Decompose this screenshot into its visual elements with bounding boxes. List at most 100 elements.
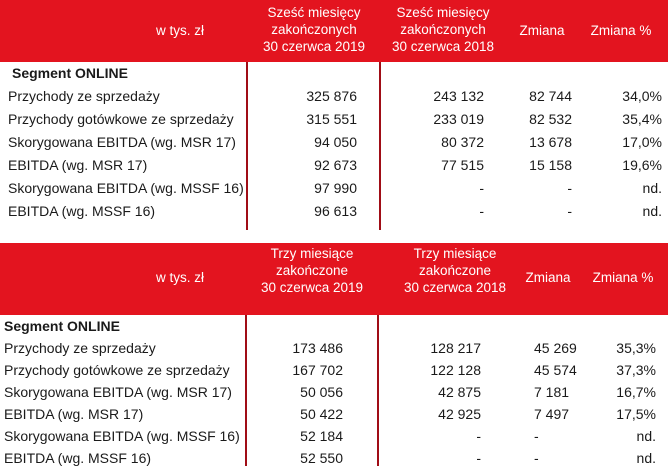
header-line: Trzy miesiące <box>413 246 497 261</box>
row-label: Przychody ze sprzedaży <box>4 340 156 356</box>
value-2018: 243 132 <box>433 88 484 104</box>
table-row: EBITDA (wg. MSSF 16) 96 613 - - nd. <box>0 200 668 223</box>
row-label: Przychody gotówkowe ze sprzedaży <box>8 111 234 127</box>
value-2018: - <box>479 180 484 196</box>
col-2018-header: Trzy miesiące zakończone 30 czerwca 2018 <box>390 245 520 296</box>
segment-row: Segment ONLINE <box>0 62 668 85</box>
value-change-pct: nd. <box>642 203 662 219</box>
value-2019: 92 673 <box>314 157 357 173</box>
value-2018: 77 515 <box>441 157 484 173</box>
table-row: Skorygowana EBITDA (wg. MSR 17) 50 056 42 … <box>0 381 668 403</box>
row-label: Skorygowana EBITDA (wg. MSR 17) <box>8 134 236 150</box>
value-change: - <box>567 180 572 196</box>
value-change-pct: nd. <box>636 428 656 444</box>
segment-row: Segment ONLINE <box>0 315 668 337</box>
value-2019: 52 184 <box>300 428 343 444</box>
header-line: zakończonych <box>271 22 357 37</box>
table-row: Skorygowana EBITDA (wg. MSSF 16) 52 184 - -… <box>0 425 668 447</box>
row-label: EBITDA (wg. MSR 17) <box>4 406 144 422</box>
change-pct-header: Zmiana % <box>590 23 652 38</box>
value-change: - <box>534 428 539 444</box>
value-change: 15 158 <box>529 157 572 173</box>
value-2018: 80 372 <box>441 134 484 150</box>
row-label: EBITDA (wg. MSR 17) <box>8 157 148 173</box>
value-change-pct: 35,4% <box>622 111 662 127</box>
header-line: zakończonych <box>400 22 486 37</box>
header-line: 30 czerwca 2019 <box>260 280 364 295</box>
table-row: EBITDA (wg. MSR 17) 92 673 77 515 15 158 19,… <box>0 154 668 177</box>
value-change: 82 744 <box>529 88 572 104</box>
value-change-pct: 35,3% <box>616 340 656 356</box>
value-change: - <box>567 203 572 219</box>
value-change: 45 269 <box>534 340 577 356</box>
row-label: Przychody ze sprzedaży <box>8 88 160 104</box>
six-month-table: w tys. zł Sześć miesięcy zakończonych 30… <box>0 0 668 230</box>
row-label: Skorygowana EBITDA (wg. MSR 17) <box>4 384 232 400</box>
value-2018: 42 925 <box>438 406 481 422</box>
change-header: Zmiana <box>525 270 571 285</box>
value-change: 13 678 <box>529 134 572 150</box>
col-2019-header: Trzy miesiące zakończone 30 czerwca 2019 <box>246 245 378 296</box>
change-header: Zmiana <box>519 23 565 38</box>
value-2019: 167 702 <box>292 362 343 378</box>
value-change-pct: 37,3% <box>616 362 656 378</box>
value-2018: - <box>479 203 484 219</box>
value-2019: 94 050 <box>314 134 357 150</box>
table-row: Przychody gotówkowe ze sprzedaży 315 551 2… <box>0 108 668 131</box>
value-2019: 96 613 <box>314 203 357 219</box>
value-2019: 50 422 <box>300 406 343 422</box>
table-row: Skorygowana EBITDA (wg. MSSF 16) 97 990 - -… <box>0 177 668 200</box>
value-change-pct: nd. <box>642 180 662 196</box>
table-row: Przychody ze sprzedaży 173 486 128 217 45 2… <box>0 337 668 359</box>
value-2018: 233 019 <box>433 111 484 127</box>
value-change-pct: 19,6% <box>622 157 662 173</box>
table-row: Skorygowana EBITDA (wg. MSR 17) 94 050 80 … <box>0 131 668 154</box>
value-2018: 128 217 <box>430 340 481 356</box>
header-line: 30 czerwca 2018 <box>391 39 495 54</box>
header-line: Sześć miesięcy <box>396 5 490 20</box>
value-change-pct: nd. <box>636 450 656 466</box>
header-line: zakończone <box>275 263 349 278</box>
three-month-table: w tys. zł Trzy miesiące zakończone 30 cz… <box>0 243 668 466</box>
table-header: w tys. zł Sześć miesięcy zakończonych 30… <box>0 0 668 62</box>
change-pct-header: Zmiana % <box>592 270 654 285</box>
table-row: EBITDA (wg. MSSF 16) 52 550 - - nd. <box>0 447 668 469</box>
value-change-pct: 16,7% <box>616 384 656 400</box>
table-body: Segment ONLINE Przychody ze sprzedaży 173… <box>0 315 668 466</box>
table-row: Przychody gotówkowe ze sprzedaży 167 702 1… <box>0 359 668 381</box>
value-change: 82 532 <box>529 111 572 127</box>
value-change: 7 181 <box>534 384 570 400</box>
header-line: 30 czerwca 2018 <box>403 280 507 295</box>
value-2018: - <box>476 450 481 466</box>
column-divider <box>377 315 379 466</box>
unit-header: w tys. zł <box>155 23 204 38</box>
col-2018-header: Sześć miesięcy zakończonych 30 czerwca 2… <box>382 4 504 55</box>
table-row: Przychody ze sprzedaży 325 876 243 132 82 7… <box>0 85 668 108</box>
value-change-pct: 17,0% <box>622 134 662 150</box>
unit-header: w tys. zł <box>155 270 204 285</box>
segment-label: Segment ONLINE <box>12 65 128 81</box>
row-label: EBITDA (wg. MSSF 16) <box>4 450 152 466</box>
table-body: Segment ONLINE Przychody ze sprzedaży 325… <box>0 62 668 230</box>
row-label: Skorygowana EBITDA (wg. MSSF 16) <box>4 428 240 444</box>
header-line: Trzy miesiące <box>270 246 354 261</box>
header-line: 30 czerwca 2019 <box>262 39 366 54</box>
value-change: 45 574 <box>534 362 577 378</box>
column-divider <box>379 62 381 230</box>
header-line: Sześć miesięcy <box>267 5 361 20</box>
table-header: w tys. zł Trzy miesiące zakończone 30 cz… <box>0 243 668 315</box>
value-change: 7 497 <box>534 406 570 422</box>
segment-label: Segment ONLINE <box>4 318 120 334</box>
header-line: zakończone <box>418 263 492 278</box>
value-2019: 52 550 <box>300 450 343 466</box>
value-2019: 315 551 <box>306 111 357 127</box>
row-label: Przychody gotówkowe ze sprzedaży <box>4 362 230 378</box>
value-2019: 50 056 <box>300 384 343 400</box>
value-2018: - <box>476 428 481 444</box>
value-2019: 173 486 <box>292 340 343 356</box>
column-divider <box>246 62 248 230</box>
column-divider <box>245 315 247 466</box>
row-label: EBITDA (wg. MSSF 16) <box>8 203 156 219</box>
row-label: Skorygowana EBITDA (wg. MSSF 16) <box>8 180 244 196</box>
value-2018: 42 875 <box>438 384 481 400</box>
